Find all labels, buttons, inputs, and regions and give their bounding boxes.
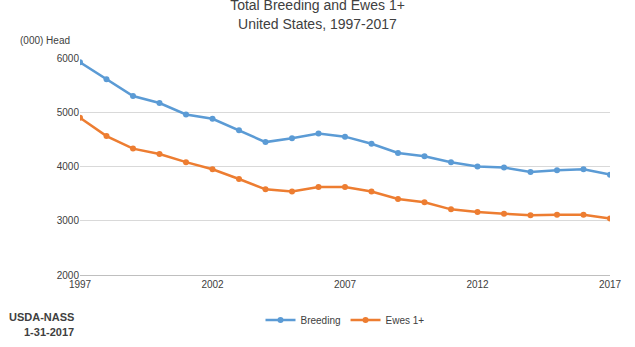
svg-text:USDA-NASS: USDA-NASS [9, 311, 74, 323]
svg-text:2002: 2002 [201, 279, 224, 290]
svg-text:6000: 6000 [57, 53, 80, 64]
svg-text:5000: 5000 [57, 107, 80, 118]
svg-text:1-31-2017: 1-31-2017 [24, 326, 74, 338]
svg-text:2012: 2012 [466, 279, 489, 290]
svg-text:3000: 3000 [57, 215, 80, 226]
svg-text:4000: 4000 [57, 161, 80, 172]
svg-text:1997: 1997 [69, 279, 92, 290]
svg-text:2000: 2000 [57, 270, 80, 281]
svg-text:2017: 2017 [599, 279, 622, 290]
svg-text:Ewes 1+: Ewes 1+ [386, 315, 425, 326]
svg-text:2007: 2007 [334, 279, 357, 290]
svg-text:Total Breeding and Ewes 1+Unit: Total Breeding and Ewes 1+United States,… [230, 0, 405, 32]
svg-text:(000) Head: (000) Head [20, 35, 70, 46]
svg-text:Breeding: Breeding [301, 315, 341, 326]
